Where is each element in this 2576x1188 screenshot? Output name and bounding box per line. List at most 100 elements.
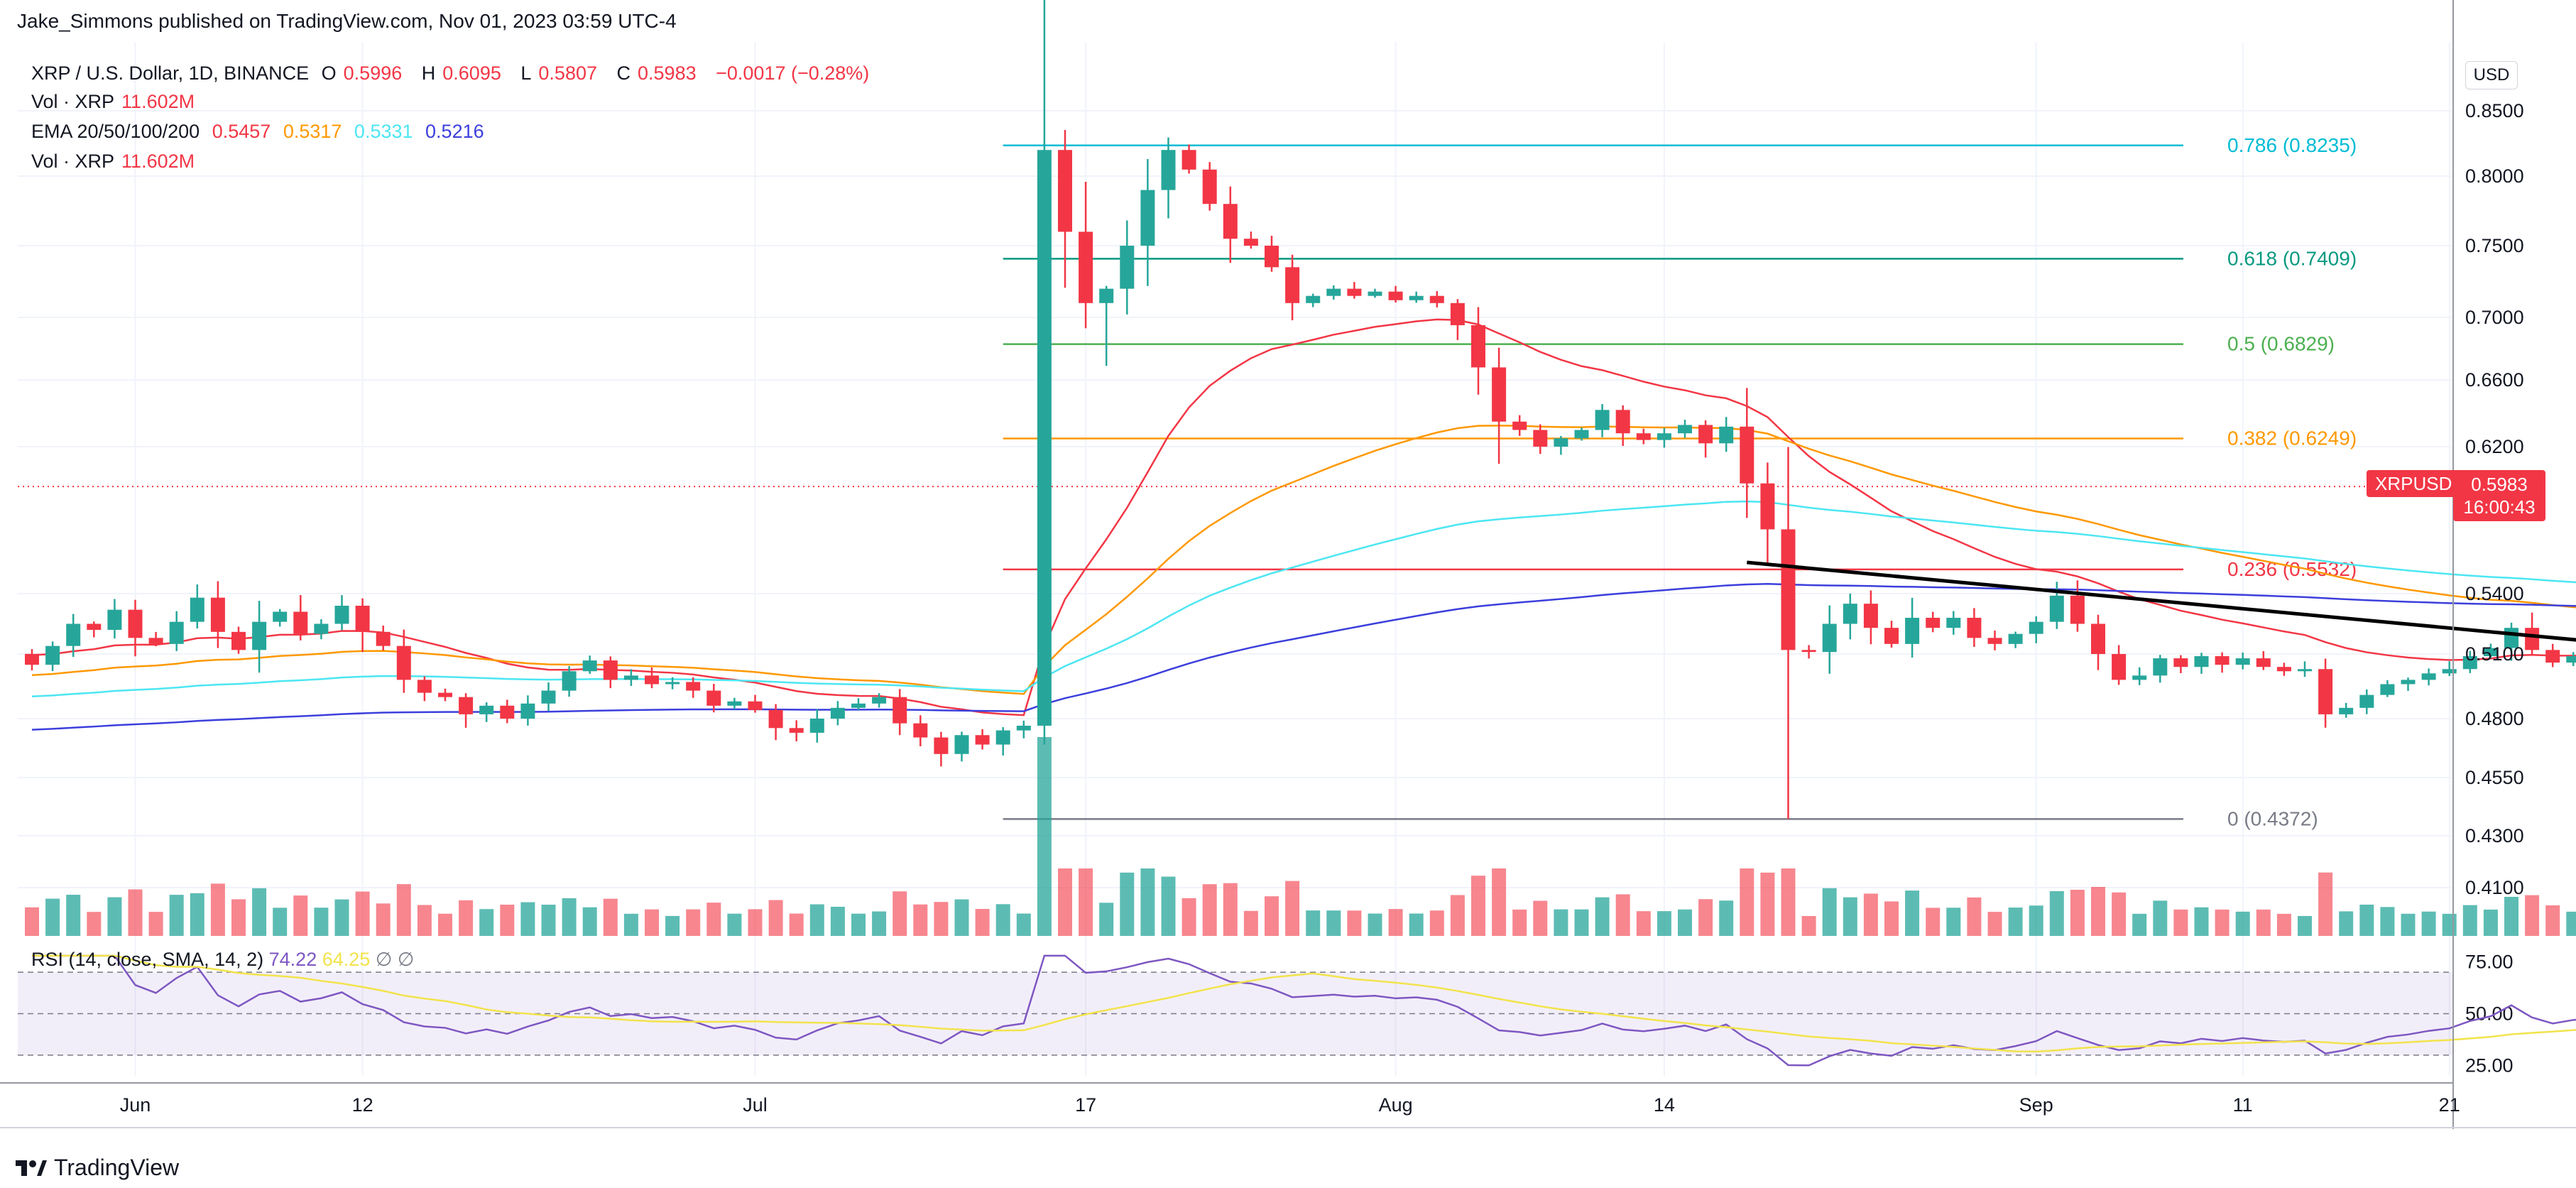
- volume-bar: [1657, 911, 1671, 936]
- candle-body: [1140, 190, 1155, 246]
- volume-bar: [1471, 876, 1485, 936]
- volume-bar: [1368, 913, 1382, 936]
- volume-value-2: 11.602M: [121, 151, 195, 172]
- candle-body: [252, 621, 267, 650]
- candle-body: [2380, 684, 2395, 695]
- brand-name: TradingView: [54, 1155, 180, 1180]
- low-value: 0.5807: [538, 62, 597, 84]
- volume-bar: [2029, 905, 2043, 936]
- candle-body: [1409, 295, 1424, 300]
- footer-brand[interactable]: TradingView: [16, 1155, 179, 1181]
- volume-bar: [45, 898, 60, 936]
- volume-bar: [2112, 892, 2127, 936]
- rsi-legend: RSI (14, close, SMA, 14, 2) 74.22 64.25 …: [31, 949, 414, 971]
- candle-body: [1574, 430, 1589, 439]
- volume-bar: [1615, 894, 1630, 936]
- rsi-na-1: ∅: [375, 949, 393, 970]
- volume-bar: [169, 895, 184, 936]
- volume-bar: [438, 913, 452, 936]
- candle-body: [1079, 231, 1093, 303]
- change-value: −0.0017 (−0.28%): [716, 62, 870, 84]
- date-tick-label: 21: [2439, 1094, 2460, 1116]
- currency-selector[interactable]: USD: [2465, 61, 2518, 89]
- candle-body: [2462, 656, 2477, 670]
- date-tick-label: Jul: [743, 1094, 768, 1116]
- price-tick-label: 0.4100: [2465, 877, 2524, 898]
- candle-body: [396, 645, 411, 680]
- candle-body: [2483, 648, 2498, 657]
- candle-body: [148, 638, 163, 644]
- rsi-value: 74.22: [268, 949, 317, 970]
- rsi-label: RSI (14, close, SMA, 14, 2): [31, 949, 264, 970]
- volume-bar: [1967, 897, 1982, 936]
- volume-value: 11.602M: [121, 91, 195, 112]
- volume-bar: [2049, 890, 2064, 936]
- rsi-line: [32, 954, 2576, 1067]
- low-label: L: [520, 62, 532, 84]
- volume-bar: [107, 897, 122, 936]
- volume-bar: [645, 909, 659, 936]
- volume-bar: [1181, 898, 1196, 936]
- candle-body: [748, 701, 763, 710]
- volume-bar: [2545, 905, 2560, 936]
- candle-body: [169, 621, 184, 644]
- candle-body: [1657, 433, 1671, 440]
- volume-legend: Vol · XRP 11.602M: [31, 91, 202, 113]
- candle-body: [1905, 618, 1920, 644]
- candle-body: [2318, 669, 2333, 714]
- candle-body: [2525, 628, 2540, 650]
- candle-body: [1967, 618, 1982, 638]
- candle-body: [1326, 288, 1341, 296]
- candle-body: [1450, 303, 1465, 325]
- candle-body: [1347, 288, 1362, 296]
- candle-body: [830, 707, 845, 719]
- volume-bar: [1843, 897, 1857, 936]
- volume-bar: [1636, 911, 1651, 936]
- date-tick-label: Aug: [1379, 1094, 1413, 1116]
- volume-bar: [2132, 913, 2147, 936]
- candle-body: [706, 690, 721, 706]
- candle-body: [1801, 650, 1816, 653]
- volume-bar: [809, 904, 824, 936]
- candle-body: [1926, 618, 1941, 628]
- candle-body: [1822, 623, 1837, 653]
- volume-bar: [2566, 911, 2576, 936]
- volume-bar: [1512, 909, 1527, 936]
- candlesticks: [25, 0, 2576, 819]
- volume-bar: [1099, 903, 1114, 936]
- fib-level-label: 0.5 (0.6829): [2227, 333, 2335, 355]
- publisher-header: Jake_Simmons published on TradingView.co…: [17, 10, 677, 32]
- volume-bar: [1202, 884, 1217, 936]
- price-tick-label: 0.5400: [2465, 583, 2524, 604]
- volume-bar: [1863, 893, 1878, 936]
- candle-body: [2070, 595, 2085, 624]
- rsi-tick-label: 25.00: [2465, 1055, 2514, 1076]
- axes: 0.8500 0.8000 0.7500 0.7000 0.6600 0.6200 0.54…: [0, 0, 2576, 1129]
- last-price-label: 0.5983 16:00:43: [2453, 470, 2545, 521]
- volume-bar: [2298, 915, 2312, 936]
- candle-body: [376, 631, 391, 646]
- volume-bar: [789, 913, 804, 936]
- volume-label: Vol · XRP: [31, 91, 115, 112]
- candle-body: [768, 709, 783, 729]
- candle-body: [500, 705, 515, 719]
- date-tick-label: 14: [1654, 1094, 1675, 1116]
- candle-body: [727, 701, 742, 706]
- volume-bar: [520, 902, 535, 936]
- price-tick-label: 0.8000: [2465, 165, 2524, 187]
- symbol-legend: XRP / U.S. Dollar, 1D, BINANCE O 0.5996 H…: [31, 62, 876, 85]
- volume-bar: [2359, 904, 2374, 936]
- candle-body: [1615, 410, 1630, 434]
- symbol-name: XRP / U.S. Dollar, 1D, BINANCE: [31, 62, 310, 84]
- ema100-value: 0.5331: [354, 121, 413, 142]
- candle-body: [995, 730, 1010, 745]
- fib-level-label: 0.786 (0.8235): [2227, 134, 2357, 156]
- rsi-tick-label: 75.00: [2465, 952, 2514, 973]
- candle-body: [623, 675, 638, 680]
- candle-body: [2091, 623, 2105, 654]
- descending-trendline: [1747, 560, 2576, 642]
- ema-lines: [31, 318, 2576, 731]
- volume-bars: [25, 737, 2576, 936]
- volume-bar: [975, 908, 990, 936]
